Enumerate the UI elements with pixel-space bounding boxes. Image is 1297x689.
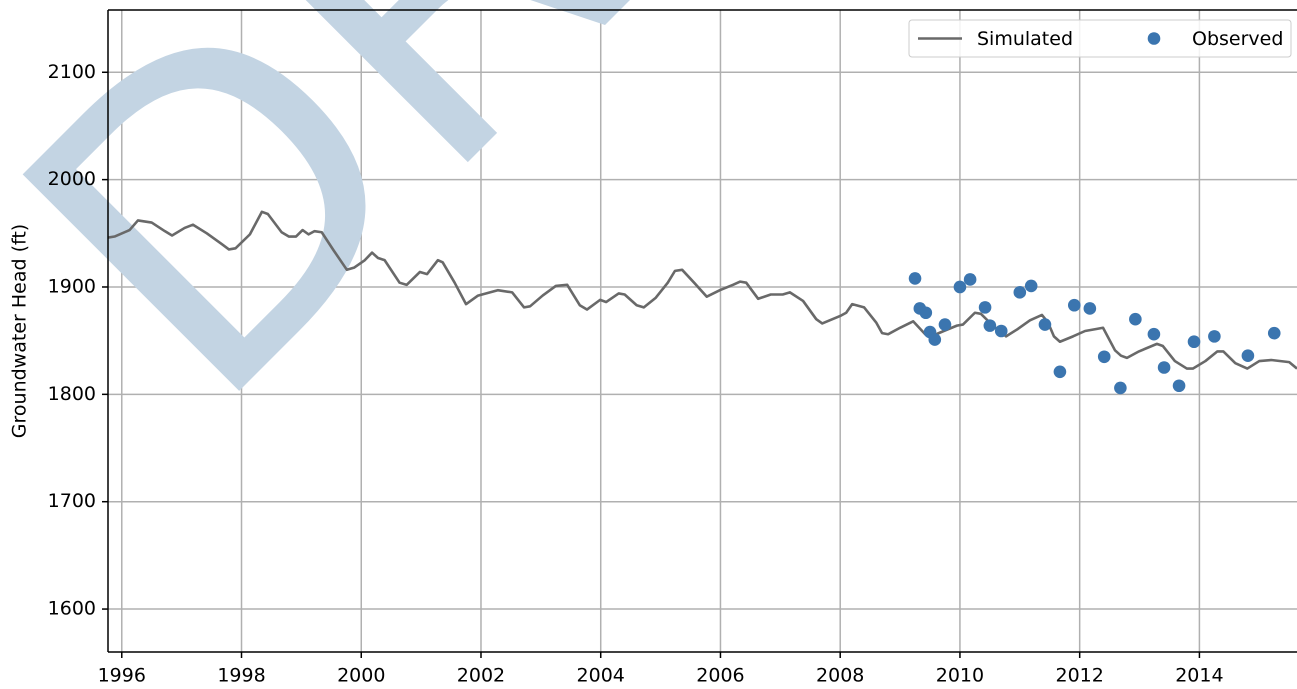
observed-point bbox=[908, 272, 922, 285]
y-tick-label: 2000 bbox=[48, 168, 96, 190]
observed-point bbox=[1147, 327, 1161, 341]
y-tick-label: 1800 bbox=[48, 383, 96, 405]
observed-point bbox=[919, 306, 933, 320]
x-tick-label: 1998 bbox=[217, 665, 265, 687]
x-tick-label: 1996 bbox=[98, 665, 146, 687]
observed-point bbox=[963, 273, 977, 286]
observed-point bbox=[1157, 361, 1171, 374]
x-tick-label: 2002 bbox=[457, 665, 505, 687]
plot-area bbox=[108, 210, 1297, 395]
observed-point bbox=[1114, 381, 1127, 395]
observed-point bbox=[1038, 318, 1052, 331]
x-tick-label: 2014 bbox=[1175, 665, 1223, 687]
observed-point bbox=[978, 301, 992, 314]
observed-point bbox=[994, 324, 1008, 338]
watermark: DRAFT bbox=[0, 0, 1258, 491]
x-tick-label: 2004 bbox=[577, 665, 625, 687]
x-tick-label: 2006 bbox=[696, 665, 744, 687]
y-tick-label: 1700 bbox=[48, 490, 96, 512]
y-tick-label: 1900 bbox=[48, 275, 96, 297]
x-tick-label: 2012 bbox=[1055, 665, 1103, 687]
observed-point bbox=[1067, 298, 1081, 312]
observed-point bbox=[1172, 379, 1186, 393]
observed-point bbox=[1129, 312, 1142, 326]
observed-point bbox=[1053, 365, 1067, 379]
observed-point bbox=[983, 319, 997, 332]
legend: Simulated Observed bbox=[908, 19, 1292, 58]
observed-point bbox=[938, 318, 952, 331]
x-tick-label: 2008 bbox=[816, 665, 864, 687]
y-tick-label: 1600 bbox=[48, 598, 96, 620]
legend-label: Observed bbox=[1192, 28, 1283, 50]
observed-point bbox=[1097, 350, 1111, 364]
x-tick-label: 2010 bbox=[936, 665, 984, 687]
observed-point bbox=[1083, 302, 1097, 315]
simulated-line bbox=[108, 210, 1297, 370]
observed-point bbox=[1208, 330, 1221, 343]
x-tick-label: 2000 bbox=[337, 665, 385, 687]
grid bbox=[108, 10, 1297, 652]
observed-point bbox=[1013, 286, 1027, 299]
observed-point bbox=[928, 333, 942, 346]
y-axis-label: Groundwater Head (ft) bbox=[9, 224, 31, 438]
legend-box bbox=[908, 19, 1292, 58]
observed-point bbox=[953, 280, 967, 294]
legend-label: Simulated bbox=[977, 28, 1073, 50]
observed-point bbox=[1241, 349, 1255, 362]
observed-point bbox=[1024, 279, 1038, 293]
legend-marker bbox=[1147, 32, 1161, 45]
y-tick-label: 2100 bbox=[48, 61, 96, 83]
observed-point bbox=[1187, 335, 1201, 349]
ticks: 1600 1700 1800 1900 2000 2100 1996 1998 2000 2002… bbox=[48, 61, 1224, 687]
observed-point bbox=[1267, 326, 1281, 340]
